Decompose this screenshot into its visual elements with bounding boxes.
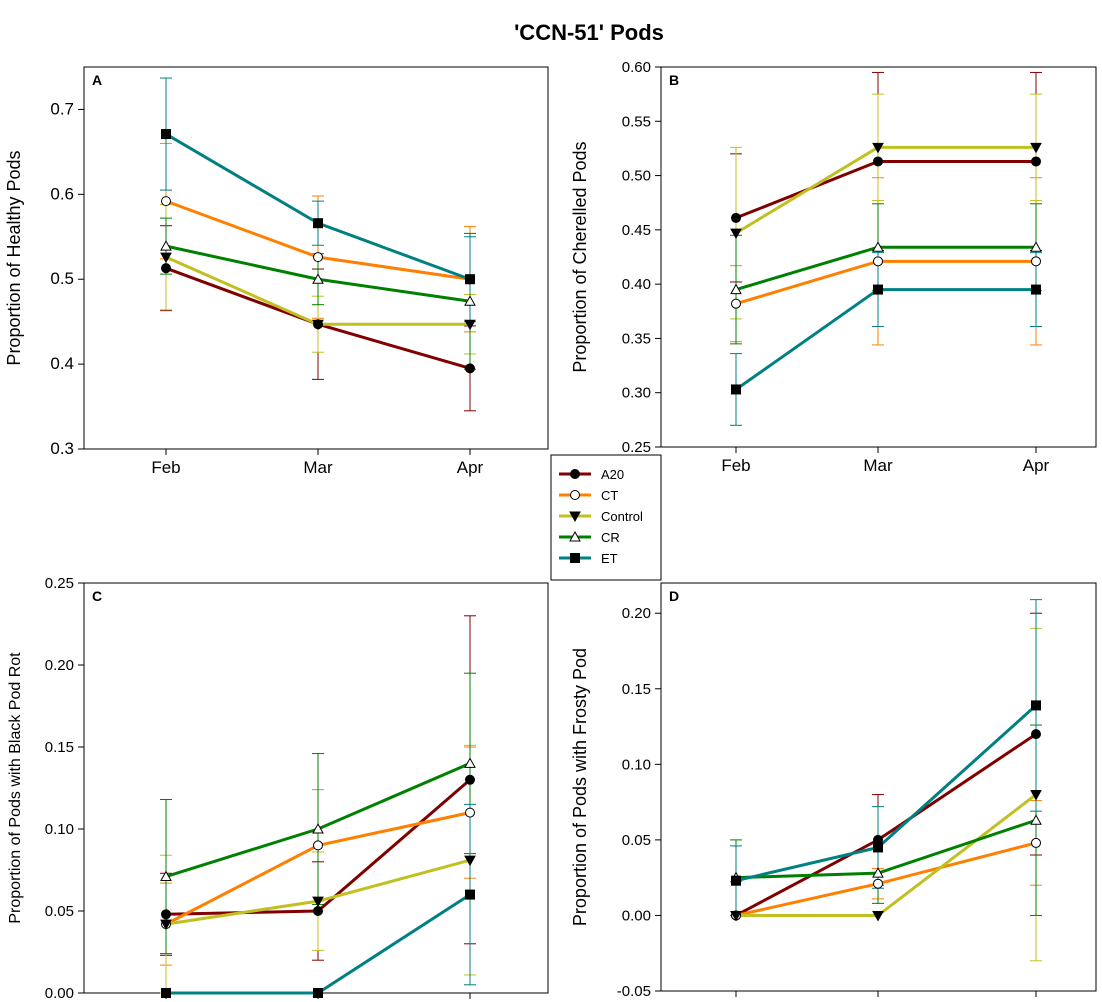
data-point-ct xyxy=(732,299,741,308)
panel-letter: B xyxy=(669,72,679,88)
series-line-ct xyxy=(736,261,1036,303)
data-point-et xyxy=(314,989,323,998)
plot-frame xyxy=(84,583,548,993)
y-tick-label: 0.5 xyxy=(50,269,74,288)
series-line-ct xyxy=(736,843,1036,916)
y-tick-label: 0.60 xyxy=(622,59,651,76)
data-point-a20 xyxy=(466,775,475,784)
x-tick-label: Apr xyxy=(1023,456,1050,475)
legend-label-ct: CT xyxy=(601,488,618,503)
data-point-a20 xyxy=(466,364,475,373)
x-tick-label: Feb xyxy=(151,458,180,477)
data-point-et xyxy=(162,130,171,139)
y-tick-label: 0.40 xyxy=(622,276,651,293)
y-tick-label: 0.05 xyxy=(45,903,74,920)
series-line-et xyxy=(736,290,1036,390)
y-tick-label: 0.55 xyxy=(622,113,651,130)
y-tick-label: 0.10 xyxy=(45,821,74,838)
y-tick-label: -0.05 xyxy=(617,983,651,1000)
y-tick-label: 0.10 xyxy=(622,756,651,773)
y-tick-label: 0.15 xyxy=(622,681,651,698)
legend-label-control: Control xyxy=(601,509,643,524)
x-tick-label: Mar xyxy=(303,458,333,477)
data-point-et xyxy=(466,275,475,284)
plot-frame xyxy=(661,583,1096,991)
legend: A20 CT Control CR ET xyxy=(551,455,661,580)
panels: A 0.3 0.4 0.5 0.6 0.7 Feb Mar Apr Proportion of H… xyxy=(4,59,1096,1002)
data-point-et xyxy=(314,219,323,228)
data-point-et xyxy=(1032,701,1041,710)
legend-label-a20: A20 xyxy=(601,467,624,482)
panel-a: A 0.3 0.4 0.5 0.6 0.7 Feb Mar Apr Proportion of H… xyxy=(4,67,548,477)
data-point-control xyxy=(731,229,741,238)
data-point-et xyxy=(874,843,883,852)
y-tick-label: 0.6 xyxy=(50,184,74,203)
legend-label-cr: CR xyxy=(601,530,620,545)
data-point-et xyxy=(162,989,171,998)
data-point-et xyxy=(732,876,741,885)
x-tick-label: Apr xyxy=(457,458,484,477)
y-tick-label: 0.30 xyxy=(622,385,651,402)
x-tick-label: Feb xyxy=(721,456,750,475)
legend-label-et: ET xyxy=(601,551,618,566)
legend-marker-a20 xyxy=(571,470,580,479)
panel-c: C0.000.050.100.150.200.25FebMarAprPropor… xyxy=(7,575,548,1002)
panel-letter: A xyxy=(92,72,102,88)
data-point-et xyxy=(466,890,475,899)
data-point-ct xyxy=(162,197,171,206)
y-tick-label: 0.20 xyxy=(45,657,74,674)
panel-b: B 0.25 0.30 0.35 0.40 0.45 0.50 0.55 0.60 Feb Mar A… xyxy=(570,59,1096,475)
data-point-a20 xyxy=(1032,157,1041,166)
data-point-ct xyxy=(314,841,323,850)
y-tick-label: 0.20 xyxy=(622,605,651,622)
data-point-et xyxy=(1032,285,1041,294)
y-axis-label: Proportion of Healthy Pods xyxy=(4,150,24,365)
y-tick-label: 0.35 xyxy=(622,330,651,347)
data-point-ct xyxy=(874,257,883,266)
y-tick-label: 0.05 xyxy=(622,832,651,849)
data-point-ct xyxy=(874,879,883,888)
y-tick-label: 0.7 xyxy=(50,99,74,118)
data-point-et xyxy=(732,385,741,394)
y-tick-label: 0.15 xyxy=(45,739,74,756)
y-axis-label: Proportion of Pods with Frosty Pod xyxy=(570,648,590,926)
y-axis-label: Proportion of Pods with Black Pod Rot xyxy=(7,652,24,924)
panel-d: D -0.05 0.00 0.05 0.10 0.15 0.20 Feb Mar Apr Propo… xyxy=(570,583,1096,1002)
data-point-a20 xyxy=(1032,730,1041,739)
y-axis-label: Proportion of Cherelled Pods xyxy=(570,141,590,372)
y-tick-label: 0.00 xyxy=(45,985,74,1002)
data-point-cr xyxy=(465,758,475,767)
figure-title: 'CCN-51' Pods xyxy=(514,20,664,45)
y-tick-label: 0.3 xyxy=(50,439,74,458)
data-point-ct xyxy=(1032,838,1041,847)
series-line-a20 xyxy=(736,161,1036,217)
panel-letter: C xyxy=(92,588,102,604)
data-point-ct xyxy=(466,808,475,817)
legend-marker-et xyxy=(571,554,580,563)
data-point-a20 xyxy=(874,157,883,166)
panel-letter: D xyxy=(669,588,679,604)
data-point-a20 xyxy=(314,907,323,916)
data-point-et xyxy=(874,285,883,294)
data-point-a20 xyxy=(162,910,171,919)
legend-marker-ct xyxy=(571,491,580,500)
y-tick-label: 0.4 xyxy=(50,354,74,373)
data-point-a20 xyxy=(162,264,171,273)
x-tick-label: Mar xyxy=(863,456,893,475)
y-tick-label: 0.45 xyxy=(622,222,651,239)
data-point-cr xyxy=(1031,815,1041,824)
y-tick-label: 0.00 xyxy=(622,907,651,924)
series-line-cr xyxy=(736,247,1036,289)
series-line-a20 xyxy=(736,734,1036,915)
data-point-ct xyxy=(314,253,323,262)
y-tick-label: 0.25 xyxy=(622,439,651,456)
data-point-ct xyxy=(1032,257,1041,266)
data-point-a20 xyxy=(732,213,741,222)
y-tick-label: 0.25 xyxy=(45,575,74,592)
y-tick-label: 0.50 xyxy=(622,168,651,185)
